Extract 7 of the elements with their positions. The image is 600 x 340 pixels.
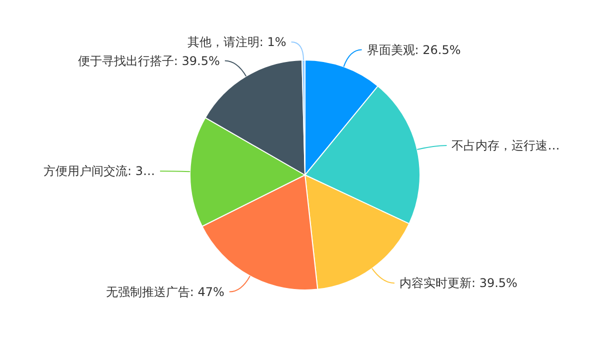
- slice-label: 无强制推送广告: 47%: [106, 284, 224, 299]
- slice-label: 其他，请注明: 1%: [187, 35, 286, 50]
- slice-label: 不占内存，运行速…: [452, 138, 560, 153]
- slice-label: 方便用户间交流: 3…: [44, 164, 156, 178]
- slice-label: 便于寻找出行搭子: 39.5%: [78, 54, 220, 68]
- slice-label: 界面美观: 26.5%: [366, 42, 461, 57]
- slice-label: 内容实时更新: 39.5%: [399, 276, 518, 290]
